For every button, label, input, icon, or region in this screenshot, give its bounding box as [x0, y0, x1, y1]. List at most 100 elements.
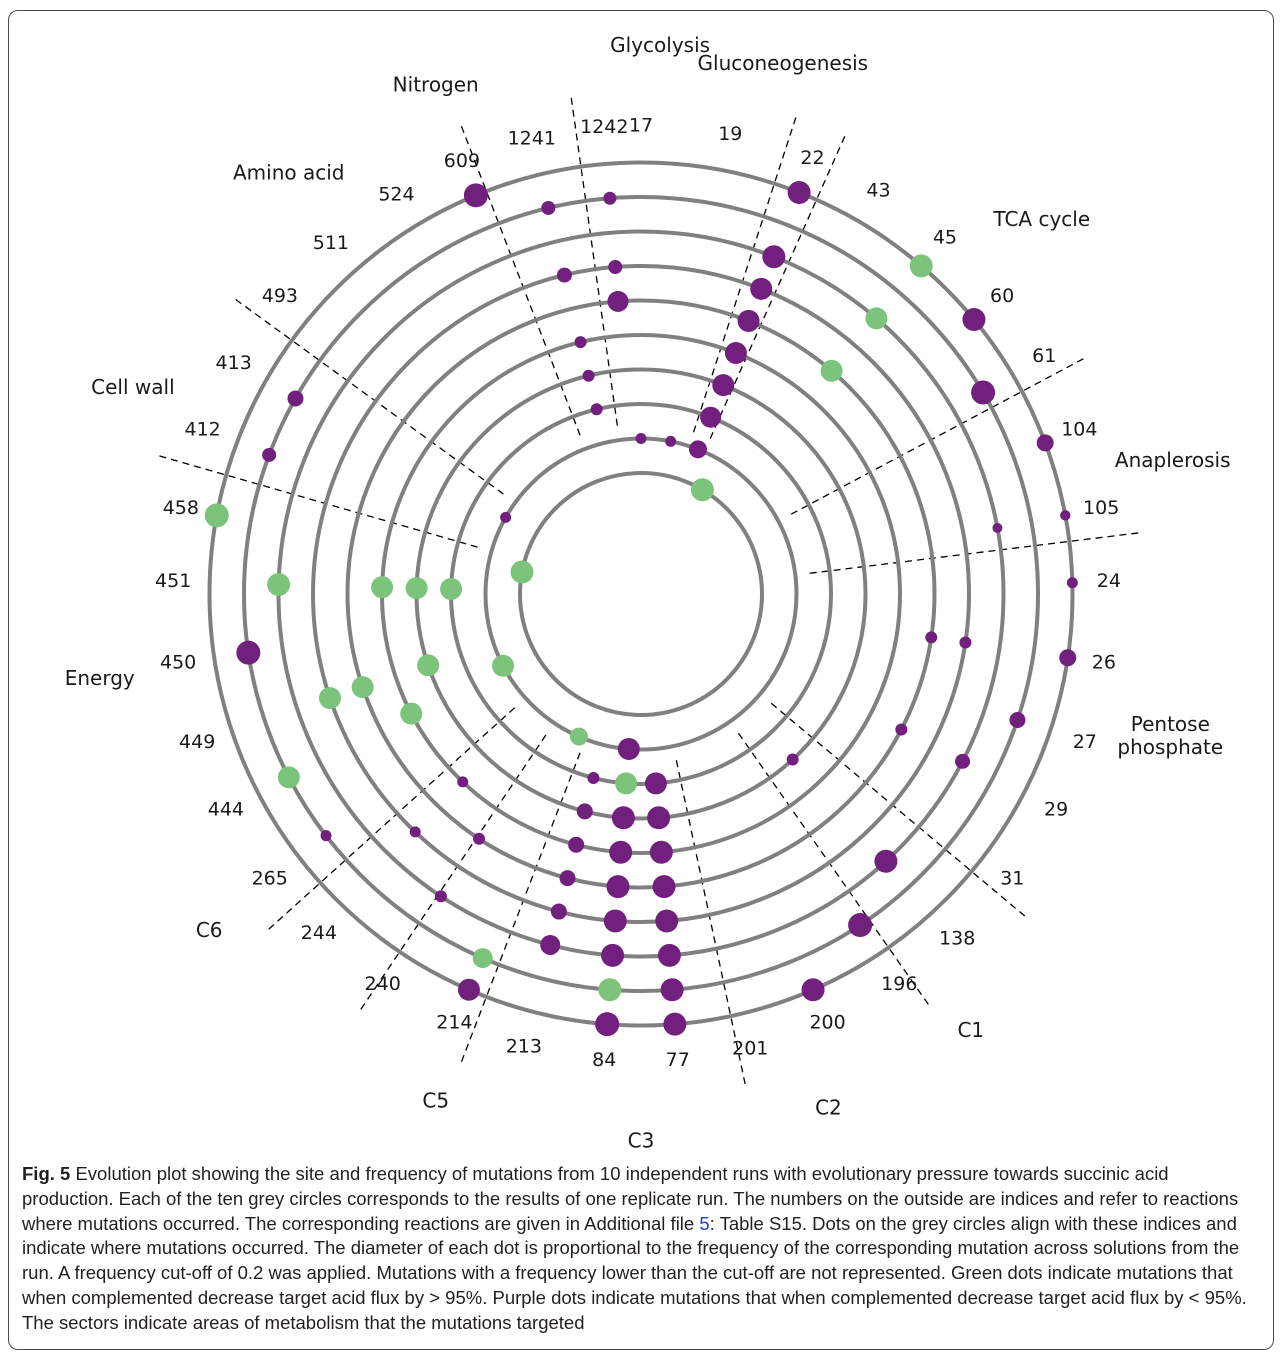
caption-text-2: : Table S15. Dots on the grey circles al…: [22, 1212, 1247, 1333]
figure-number: Fig. 5: [22, 1163, 71, 1184]
index-label-31: 31: [1000, 867, 1024, 889]
sector-label-9: C6: [196, 918, 223, 942]
index-label-19: 19: [718, 123, 742, 145]
mutation-dot-ring8-451: [267, 573, 291, 597]
mutation-dot-ring10-84: [595, 1012, 620, 1037]
index-label-412: 412: [185, 419, 221, 441]
mutation-dot-ring5-444: [400, 702, 423, 725]
mutation-dot-ring9-412: [262, 447, 277, 462]
additional-file-link[interactable]: 5: [699, 1212, 710, 1234]
caption-text-1: Evolution plot showing the site and freq…: [22, 1163, 1239, 1234]
mutation-dot-ring4-77: [647, 806, 671, 830]
index-label-524: 524: [378, 183, 414, 205]
mutation-dot-ring7-84: [603, 909, 627, 933]
index-label-458: 458: [163, 497, 199, 519]
replicate-rings: [207, 160, 1075, 1028]
sector-divider-0: [570, 93, 618, 426]
mutation-dot-ring9-444: [277, 766, 300, 789]
index-label-61: 61: [1032, 345, 1056, 367]
sector-divider-11: [155, 454, 478, 548]
replicate-ring-3: [449, 402, 833, 786]
mutation-dot-ring2-413: [500, 511, 512, 523]
mutation-dot-ring3-451: [440, 578, 463, 601]
mutation-dot-ring7-77: [655, 909, 679, 933]
sector-label-10: Energy: [65, 666, 135, 690]
index-label-84: 84: [592, 1049, 616, 1071]
mutation-dot-ring4-1241: [582, 369, 595, 382]
mutation-dot-ring6-84: [606, 875, 630, 899]
sector-label-4: Pentose phosphate: [1117, 711, 1223, 758]
index-label-104: 104: [1061, 419, 1097, 441]
evolution-radial-plot: 17 19 22 43 45 60 61 104 105 24 26 27 29 31 138 196 200 2…: [65, 33, 1231, 1150]
mutation-dot-ring8-29: [955, 753, 971, 769]
mutation-dot-ring4-138: [786, 753, 799, 766]
mutation-dot-ring2-444: [492, 654, 515, 677]
mutation-dot-ring10-105: [1060, 510, 1071, 521]
mutation-dot-ring7-26: [959, 636, 972, 649]
mutation-dot-ring6-449: [351, 676, 374, 699]
sector-divider-13: [459, 122, 581, 436]
sector-label-13: Nitrogen: [393, 72, 479, 96]
mutation-dot-ring9-61: [971, 380, 996, 405]
mutation-dot-ring2-22: [688, 440, 707, 459]
mutation-dot-ring6-29: [895, 723, 908, 736]
sector-label-5: C1: [957, 1018, 984, 1042]
replicate-ring-2: [483, 436, 799, 752]
mutation-dot-ring5-1241: [574, 336, 587, 349]
index-label-450: 450: [160, 652, 196, 674]
mutation-dot-ring10-200: [801, 978, 825, 1002]
sector-divider-7: [675, 760, 747, 1089]
index-label-265: 265: [252, 867, 288, 889]
sector-label-11: Cell wall: [91, 375, 174, 399]
mutation-dot-ring2-17: [635, 433, 647, 444]
mutation-dot-ring6-1242: [607, 290, 629, 312]
mutation-dot-ring8-138: [874, 849, 898, 873]
mutation-dot-ring4-213: [576, 803, 593, 820]
mutation-dot-ring5-213: [568, 836, 585, 853]
mutation-dot-ring6-77: [652, 875, 676, 899]
mutation-dot-ring10-26: [1059, 649, 1077, 667]
mutation-dot-ring5-77: [649, 840, 673, 864]
sector-divider-12: [232, 296, 504, 495]
mutation-dot-ring5-451: [371, 576, 394, 599]
mutation-dot-ring6-26: [925, 631, 938, 644]
mutation-dot-ring9-1242: [603, 191, 617, 205]
index-label-511: 511: [313, 232, 349, 254]
index-label-196: 196: [881, 973, 917, 995]
index-labels: 17 19 22 43 45 60 61 104 105 24 26 27 29 31 138 196 200 2…: [155, 115, 1121, 1072]
mutation-dot-ring3-84: [615, 772, 638, 795]
mutation-dot-ring2-84: [617, 738, 640, 761]
mutation-dot-ring4-84: [611, 806, 635, 830]
sector-divider-1: [692, 113, 798, 433]
mutation-dot-ring5-84: [609, 840, 633, 864]
mutation-dot-ring6-240: [473, 832, 486, 845]
index-label-1242: 1242: [580, 116, 628, 138]
mutation-dot-ring8-45: [865, 307, 888, 330]
sector-divider-2: [709, 132, 847, 439]
index-label-138: 138: [939, 928, 975, 950]
replicate-ring-1: [518, 471, 764, 717]
replicate-ring-9: [242, 195, 1040, 993]
index-label-24: 24: [1097, 570, 1121, 592]
mutation-dot-ring9-84: [598, 978, 622, 1002]
mutation-dot-ring10-104: [1036, 434, 1054, 452]
index-label-105: 105: [1083, 497, 1119, 519]
mutation-dot-ring8-240: [434, 890, 447, 903]
mutation-dot-ring2-214: [569, 727, 588, 746]
mutation-dot-ring3-1241: [590, 403, 603, 416]
index-label-244: 244: [301, 922, 337, 944]
index-label-77: 77: [666, 1049, 690, 1071]
mutation-dot-ring3-213: [587, 771, 600, 784]
mutation-dot-ring10-45: [909, 254, 933, 278]
mutation-dots: [204, 181, 1078, 1037]
index-label-1241: 1241: [508, 127, 556, 149]
sector-divider-3: [790, 356, 1088, 515]
mutation-dot-ring10-60: [962, 308, 986, 332]
sector-dividers: [155, 93, 1143, 1089]
replicate-ring-7: [311, 264, 971, 924]
sector-divider-5: [770, 702, 1029, 920]
figure-caption: Fig. 5 Evolution plot showing the site a…: [22, 1162, 1262, 1336]
replicate-ring-10: [207, 160, 1075, 1028]
mutation-dot-ring8-213: [540, 934, 561, 955]
mutation-dot-ring8-105: [992, 522, 1003, 533]
